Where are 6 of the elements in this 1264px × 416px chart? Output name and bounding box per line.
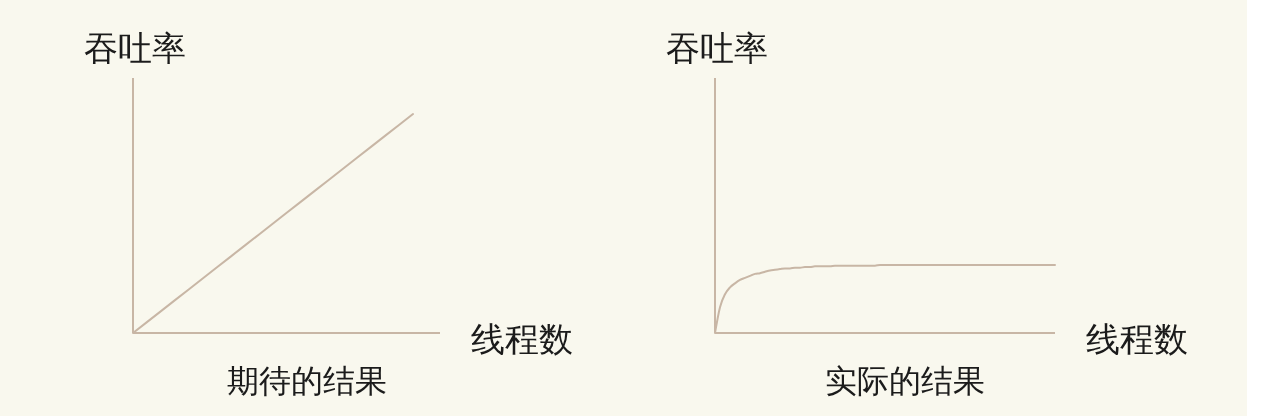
- text: 期待的结果: [226, 362, 387, 400]
- y-axis-title: 吞吐率: [665, 27, 768, 68]
- x-axis-title: 线程数: [1085, 318, 1188, 359]
- x-axis-title: 线程数: [470, 318, 573, 359]
- text: 实际的结果: [825, 362, 985, 400]
- y-axis-title: 吞吐率: [83, 27, 186, 68]
